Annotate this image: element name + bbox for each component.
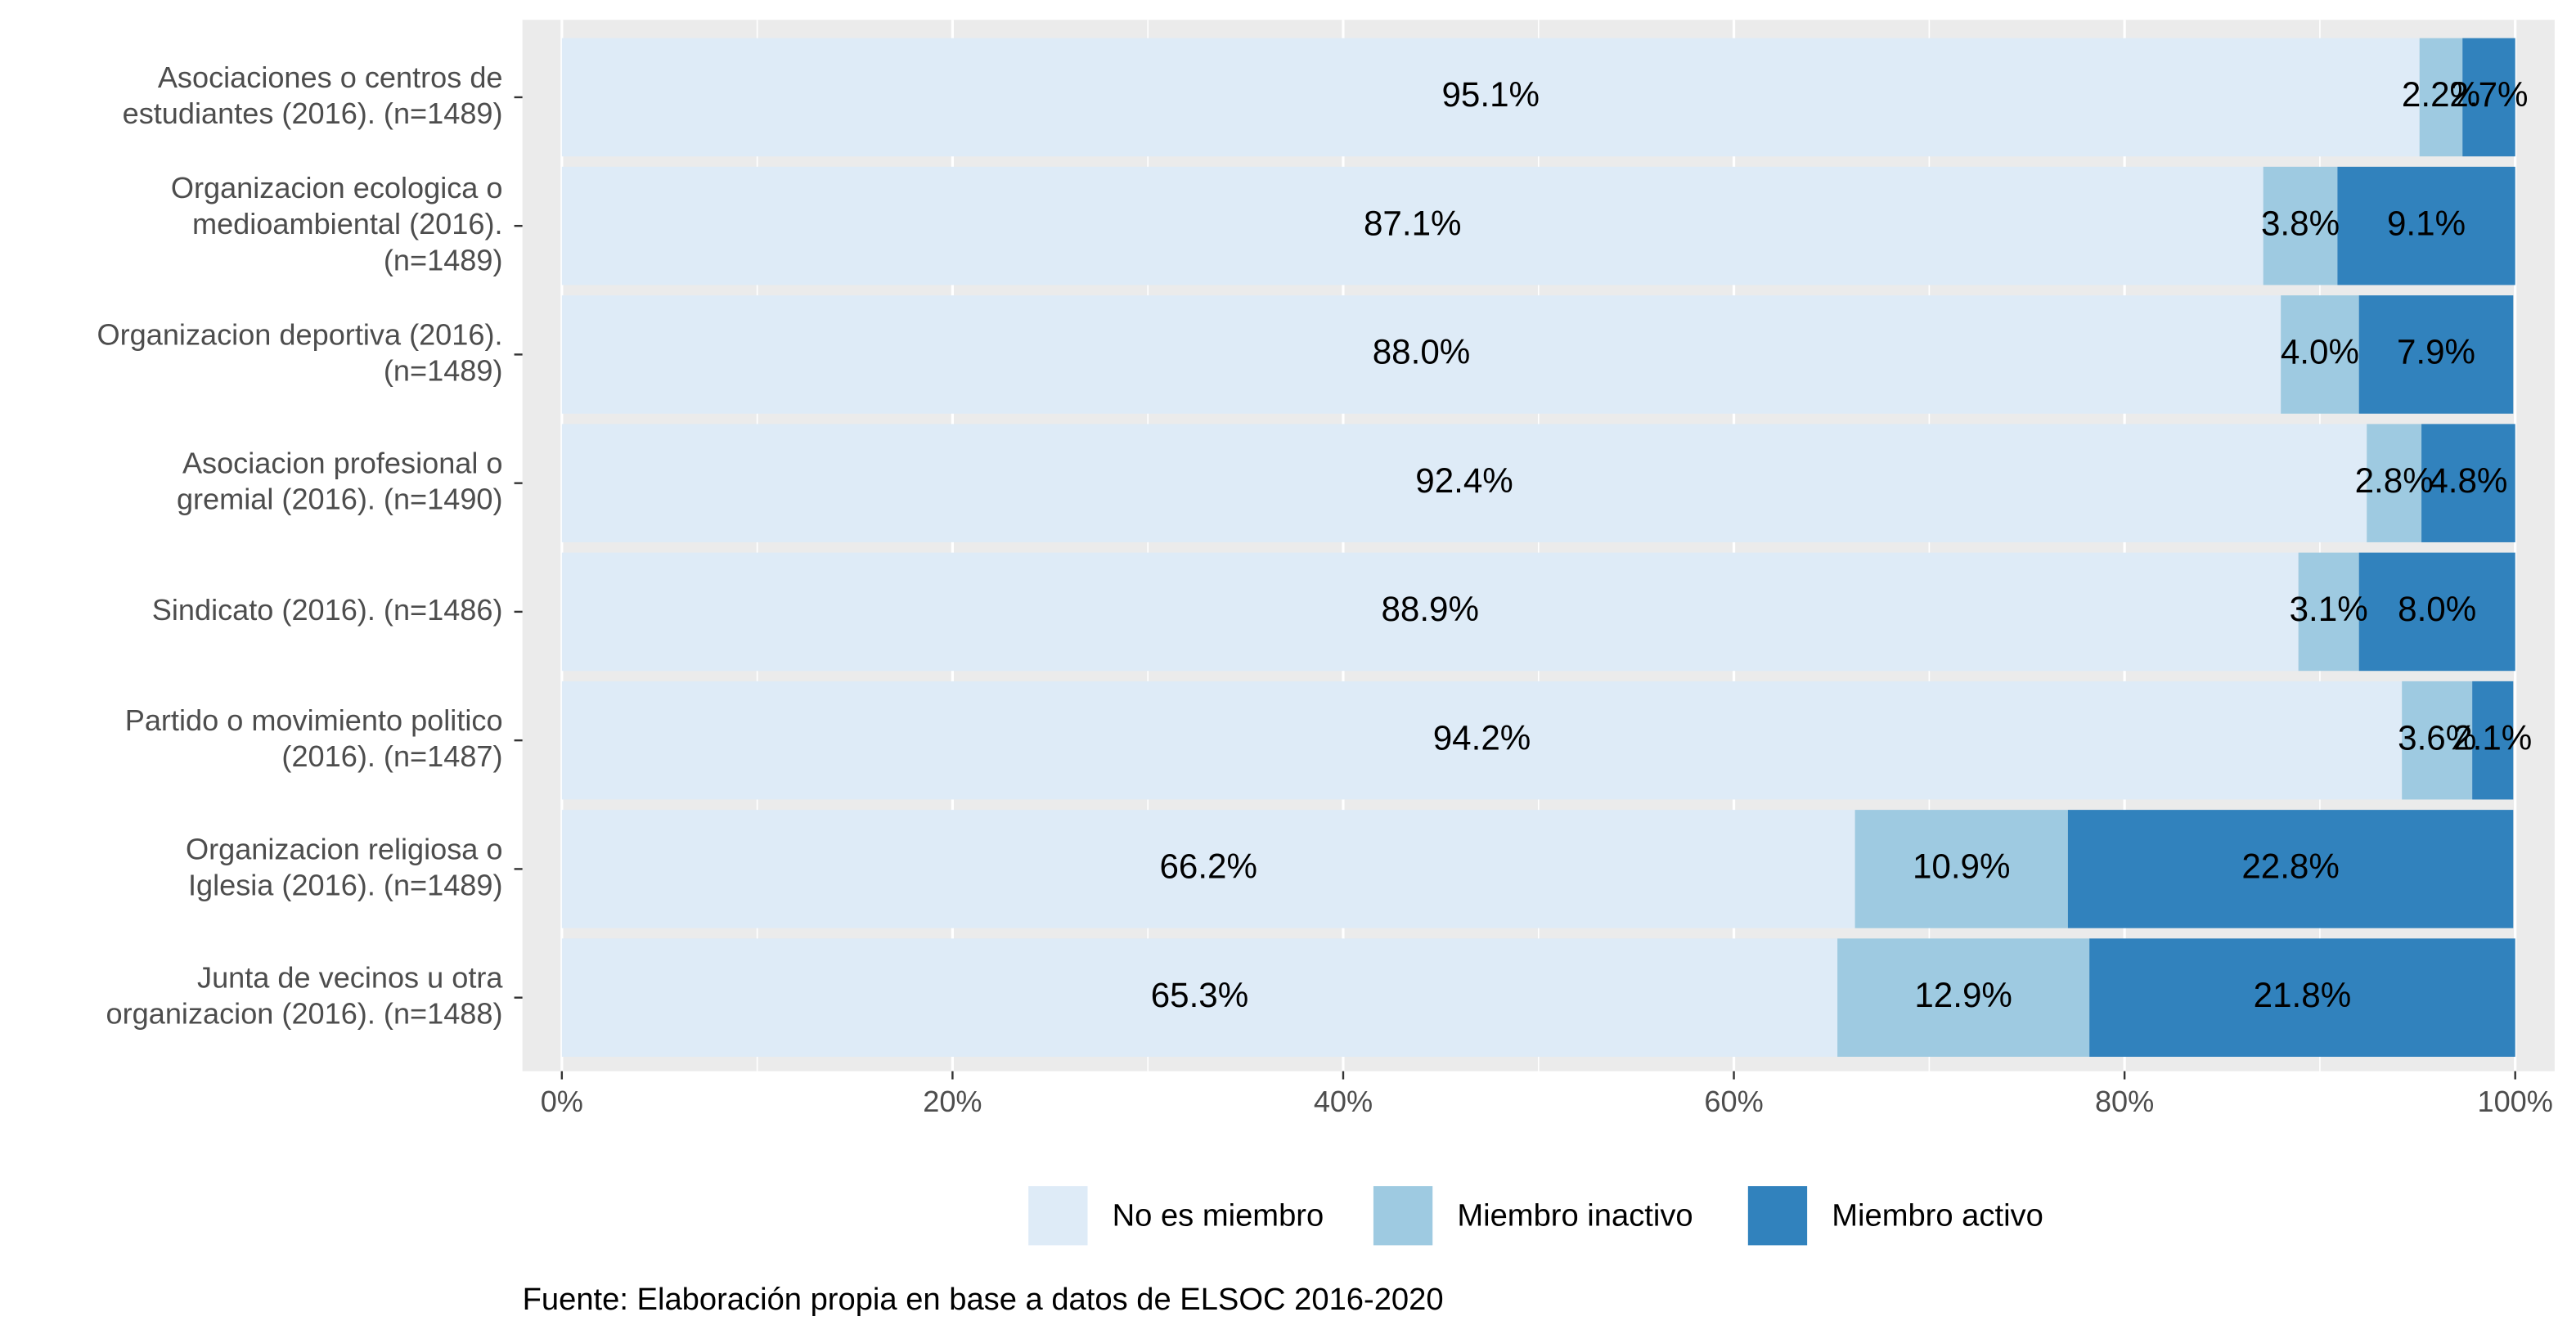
y-tick-label: Sindicato (2016). (n=1486) (152, 592, 503, 626)
bar-segment (2472, 681, 2514, 800)
bar-segment (561, 38, 2420, 157)
data-label: 3.8% (2261, 204, 2340, 242)
data-label: 10.9% (1913, 847, 2011, 886)
legend-swatch (1028, 1186, 1088, 1246)
y-tick-label: Asociaciones o centros de estudiantes (20… (123, 60, 503, 129)
legend-label: No es miembro (1113, 1197, 1324, 1233)
data-label: 65.3% (1151, 976, 1249, 1014)
y-tick-label: Organizacion deportiva (2016). (n=1489) (97, 317, 503, 387)
data-label: 4.0% (2281, 333, 2359, 371)
bar-segment (2367, 424, 2422, 542)
bar-segment (561, 681, 2403, 800)
x-tick-label: 80% (2095, 1085, 2154, 1118)
bar-segment (561, 810, 1855, 928)
bar-segment (2358, 295, 2514, 414)
data-label: 95.1% (1441, 75, 1540, 114)
data-label: 7.9% (2397, 333, 2475, 371)
caption: Fuente: Elaboración propia en base a dat… (523, 1282, 1444, 1317)
bar-segment (561, 166, 2264, 285)
bar-segment (2281, 295, 2359, 414)
data-label: 2.2% (2402, 75, 2480, 114)
legend-swatch (1747, 1186, 1808, 1246)
bar-segment (561, 424, 2367, 542)
bar-segment (561, 938, 1838, 1057)
bar-segment (2089, 938, 2515, 1057)
x-tick-label: 100% (2477, 1085, 2552, 1118)
bar-segment (561, 295, 2282, 414)
bar-segment (2337, 166, 2515, 285)
bar-segment (2402, 681, 2473, 800)
y-tick-label: Organizacion ecologica o medioambiental (… (171, 171, 503, 276)
data-label: 22.8% (2241, 847, 2340, 886)
data-label: 88.9% (1381, 590, 1479, 628)
legend-label: Miembro activo (1832, 1197, 2043, 1233)
x-tick-label: 0% (541, 1085, 583, 1118)
data-label: 2.7% (2449, 75, 2528, 114)
y-tick-label: Partido o movimiento politico (2016). (n=… (125, 703, 503, 773)
data-label: 2.1% (2453, 718, 2532, 757)
data-label: 87.1% (1364, 204, 1462, 242)
y-tick-label: Organizacion religiosa o Iglesia (2016). … (186, 832, 503, 901)
bar-segment (1854, 810, 2068, 928)
bar-segment (2263, 166, 2338, 285)
data-label: 92.4% (1415, 461, 1513, 500)
data-label: 4.8% (2429, 461, 2507, 500)
bar-segment (2067, 810, 2514, 928)
data-label: 3.6% (2398, 718, 2476, 757)
bar-segment (1837, 938, 2090, 1057)
data-label: 66.2% (1159, 847, 1257, 886)
data-label: 2.8% (2355, 461, 2434, 500)
bar-segment (2421, 424, 2515, 542)
x-tick-label: 60% (1704, 1085, 1763, 1118)
bar-segment (2462, 38, 2515, 157)
data-label: 8.0% (2398, 590, 2476, 628)
y-tick-label: Asociacion profesional o gremial (2016). … (177, 446, 503, 515)
data-label: 94.2% (1433, 718, 1531, 757)
data-label: 9.1% (2387, 204, 2466, 242)
x-tick-label: 20% (923, 1085, 982, 1118)
legend-swatch (1373, 1186, 1433, 1246)
legend-label: Miembro inactivo (1457, 1197, 1693, 1233)
x-tick-label: 40% (1314, 1085, 1373, 1118)
bar-segment (2419, 38, 2463, 157)
bar-segment (561, 552, 2299, 672)
bar-segment (2358, 552, 2515, 672)
data-label: 21.8% (2254, 976, 2352, 1014)
data-label: 12.9% (1914, 976, 2012, 1014)
bar-segment (2298, 552, 2359, 672)
y-tick-label: Junta de vecinos u otra organizacion (201… (106, 960, 504, 1030)
data-label: 3.1% (2290, 590, 2368, 628)
data-label: 88.0% (1373, 333, 1471, 371)
